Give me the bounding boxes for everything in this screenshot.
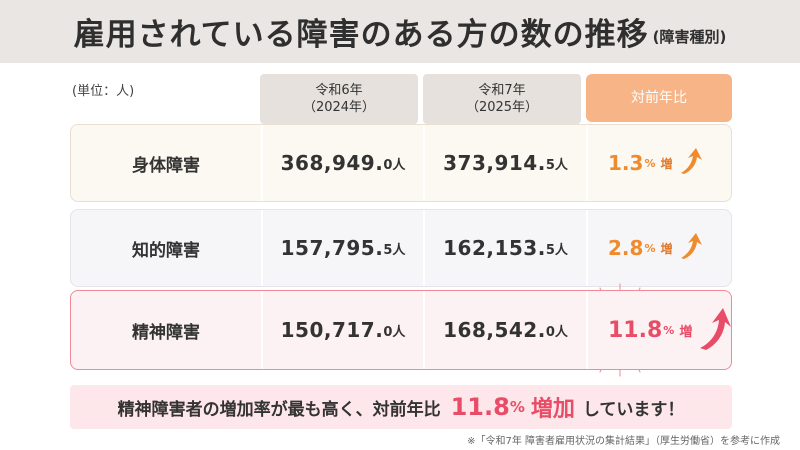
divider: [586, 291, 588, 369]
unit-label: (単位：人): [72, 84, 135, 99]
change-word: 増: [660, 156, 673, 171]
divider: [586, 210, 588, 286]
value-dec: 0人: [545, 324, 568, 340]
divider: [261, 210, 263, 286]
value-int: 168,542.: [443, 318, 546, 342]
value-int: 162,153.: [443, 236, 546, 260]
divider: [423, 291, 425, 369]
banner-text-after: しています！: [582, 399, 685, 420]
change-value: 2.8: [608, 236, 644, 260]
value-int: 150,717.: [280, 318, 384, 342]
banner-text-before: 精神障害者の増加率が最も高く、対前年比: [117, 399, 441, 420]
up-arrow-icon: [698, 306, 732, 354]
change-cell: 1.3% 増: [588, 125, 733, 201]
value-2025: 168,542. 0人: [425, 291, 586, 369]
value-int: 368,949.: [280, 151, 384, 175]
value-2024: 368,949. 0人: [263, 125, 423, 201]
banner-highlight-word: 増加: [530, 397, 575, 422]
column-header-line2: （2024年）: [302, 100, 376, 115]
column-header-change: 対前年比: [586, 74, 732, 122]
banner-highlight-value: 11.8: [450, 393, 510, 421]
value-2025: 373,914. 5人: [425, 125, 586, 201]
change-word: 増: [679, 324, 693, 340]
value-dec: 0人: [383, 157, 406, 173]
change-percent: %: [644, 156, 656, 170]
row-label: 知的障害: [132, 240, 200, 261]
table-row-physical: 身体障害 368,949. 0人 373,914. 5人 1.3% 増: [70, 124, 732, 202]
value-2024: 150,717. 0人: [263, 291, 423, 369]
page-title: 雇用されている障害のある方の数の推移: [73, 17, 649, 53]
column-header-2025: 令和7年 （2025年）: [423, 74, 581, 124]
table-row-intellectual: 知的障害 157,795. 5人 162,153. 5人 2.8% 増: [70, 209, 732, 287]
column-header-line2: （2025年）: [465, 100, 539, 115]
change-percent: %: [663, 323, 675, 337]
title-bar: 雇用されている障害のある方の数の推移 (障害種別): [0, 0, 800, 63]
value-dec: 0人: [383, 324, 406, 340]
divider: [423, 210, 425, 286]
value-int: 157,795.: [280, 236, 384, 260]
value-2025: 162,153. 5人: [425, 210, 586, 286]
column-header-line1: 対前年比: [631, 89, 687, 106]
divider: [423, 125, 425, 201]
divider: [261, 291, 263, 369]
row-label: 身体障害: [132, 155, 200, 176]
banner-highlight-percent: %: [509, 398, 525, 416]
column-header-2024: 令和6年 （2024年）: [260, 74, 418, 124]
row-label: 精神障害: [132, 322, 200, 343]
change-word: 増: [660, 241, 673, 256]
up-arrow-icon: [678, 147, 704, 179]
change-cell: 11.8% 増: [588, 291, 733, 369]
change-percent: %: [644, 241, 656, 255]
divider: [586, 125, 588, 201]
summary-banner: 精神障害者の増加率が最も高く、対前年比 11.8 % 増加 しています！: [70, 385, 732, 429]
divider: [261, 125, 263, 201]
change-value: 11.8: [608, 317, 663, 343]
page-subtitle: (障害種別): [652, 28, 727, 46]
value-dec: 5人: [383, 242, 406, 258]
value-2024: 157,795. 5人: [263, 210, 423, 286]
value-dec: 5人: [545, 242, 568, 258]
column-header-line1: 令和7年: [478, 83, 526, 98]
value-int: 373,914.: [443, 151, 546, 175]
change-cell: 2.8% 増: [588, 210, 733, 286]
up-arrow-icon: [678, 232, 704, 264]
column-header-line1: 令和6年: [315, 83, 363, 98]
change-value: 1.3: [608, 151, 644, 175]
value-dec: 5人: [545, 157, 568, 173]
table-row-mental: 精神障害 150,717. 0人 168,542. 0人 11.8% 増: [70, 290, 732, 370]
source-note: ※「令和7年 障害者雇用状況の集計結果」（厚生労働省）を参考に作成: [467, 436, 780, 447]
